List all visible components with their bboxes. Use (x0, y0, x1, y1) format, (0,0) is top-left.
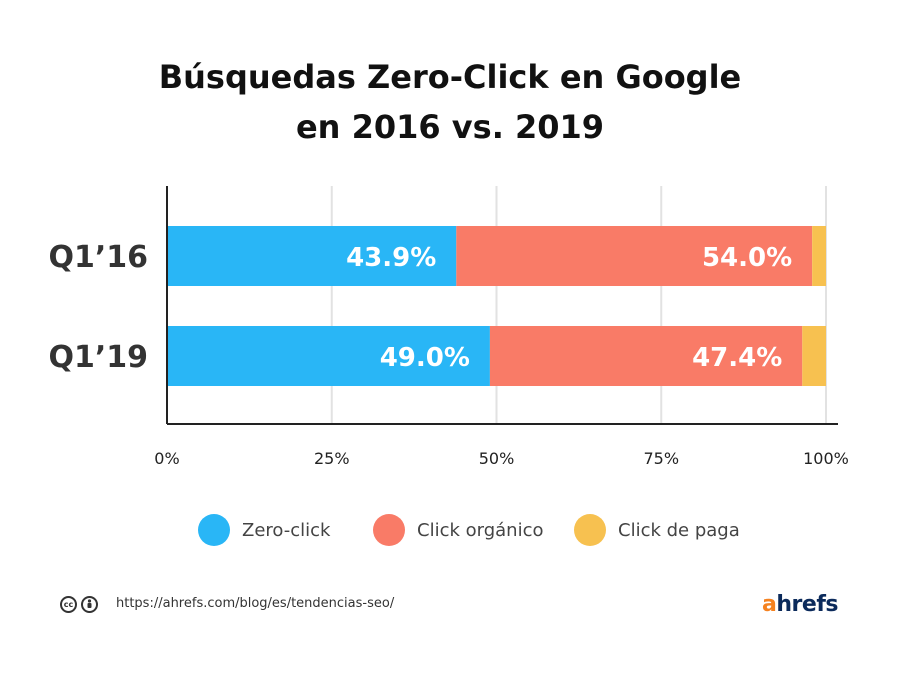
source-link[interactable]: https://ahrefs.com/blog/es/tendencias-se… (116, 596, 395, 611)
legend-swatch-zero-click (198, 514, 230, 546)
legend-label-click-organico: Click orgánico (417, 519, 544, 541)
bar-Q119-series-0 (167, 326, 490, 386)
legend-label-click-de-paga: Click de paga (618, 519, 740, 541)
x-tick-label-0: 0% (154, 449, 179, 468)
bar-Q119-series-1 (489, 326, 803, 386)
footer: cc https://ahrefs.com/blog/es/tendencias… (60, 592, 850, 618)
data-label-Q119-series-1: 47.4% (692, 343, 782, 373)
chart-title-line-2: en 2016 vs. 2019 (295, 108, 605, 146)
legend-item-zero-click: Zero-click (198, 512, 330, 548)
legend-item-click-organico: Click orgánico (373, 512, 543, 548)
category-label-1: Q1’19 (48, 340, 148, 375)
data-label-Q119-series-0: 49.0% (380, 343, 470, 373)
legend-swatch-click-de-paga (574, 514, 606, 546)
x-tick-label-100: 100% (803, 449, 849, 468)
stacked-bar-chart: 43.9% 54.0% Q1’16 49.0% 47.4% Q1’19 0% 25% 50% 75… (48, 186, 849, 468)
legend-swatch-click-organico (373, 514, 405, 546)
person-glyph (87, 599, 92, 608)
ahrefs-logo-a: a (762, 592, 777, 617)
category-label-0: Q1’16 (48, 240, 148, 275)
chart-legend: Zero-click Click orgánico Click de paga (0, 512, 900, 548)
legend-item-click-de-paga: Click de paga (574, 512, 740, 548)
data-label-Q116-series-1: 54.0% (702, 243, 792, 273)
legend-label-zero-click: Zero-click (242, 519, 331, 541)
bar-Q116-series-2 (812, 226, 826, 286)
x-tick-label-25: 25% (314, 449, 350, 468)
bar-Q116-series-0 (167, 226, 457, 286)
chart-title-line-1: Búsquedas Zero-Click en Google (158, 58, 742, 96)
bar-Q119-series-2 (802, 326, 826, 386)
ahrefs-logo-rest: hrefs (776, 592, 838, 617)
license-icons: cc (60, 596, 98, 613)
ahrefs-logo: ahrefs (762, 592, 838, 617)
x-tick-label-75: 75% (643, 449, 679, 468)
attribution-icon (81, 596, 98, 613)
data-label-Q116-series-0: 43.9% (346, 243, 436, 273)
x-tick-label-50: 50% (479, 449, 515, 468)
cc-icon: cc (60, 596, 77, 613)
chart-title: Búsquedas Zero-Click en Google en 2016 v… (0, 52, 900, 152)
bar-Q116-series-1 (456, 226, 813, 286)
